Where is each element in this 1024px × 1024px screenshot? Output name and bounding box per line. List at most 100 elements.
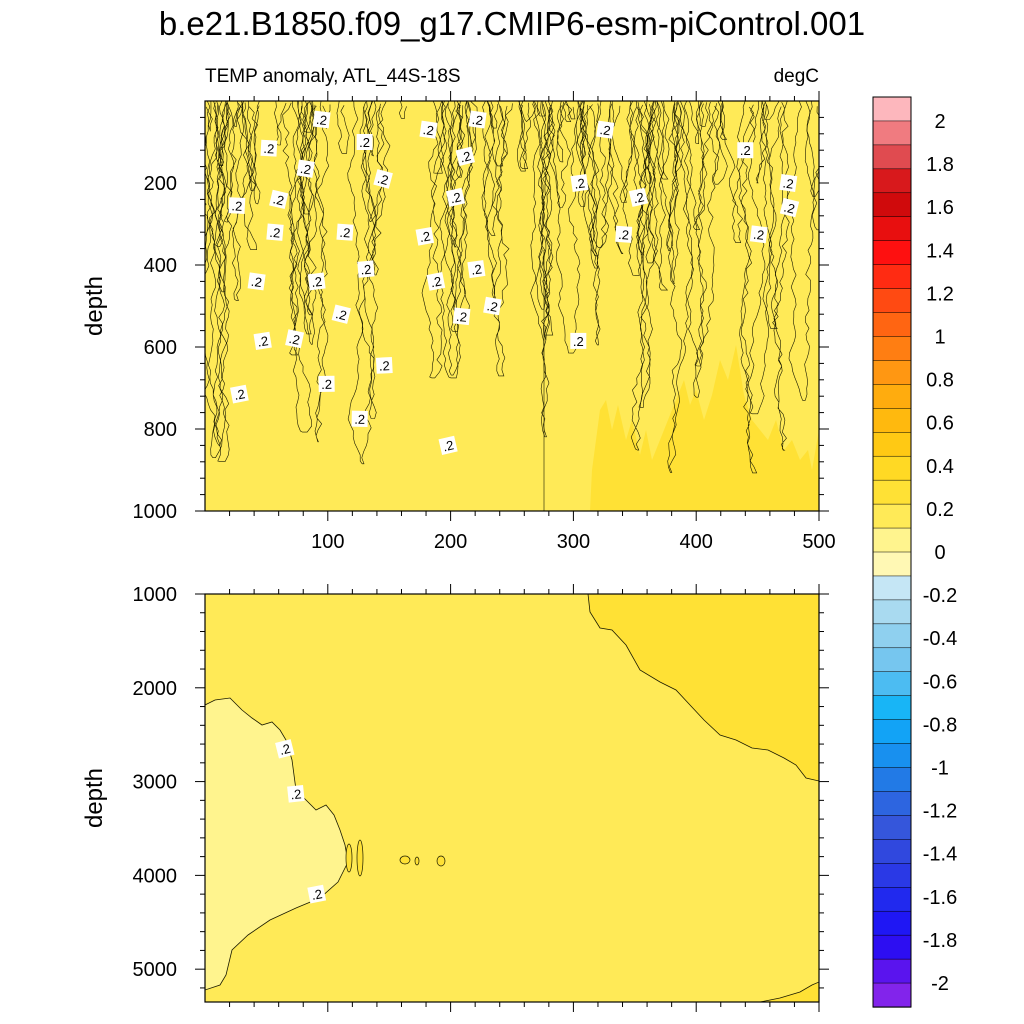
colorbar-swatch: [872, 192, 912, 218]
contour-label: .2: [318, 375, 335, 393]
contour-line: [421, 101, 447, 379]
contour-line: [804, 101, 819, 231]
contour-line: [630, 101, 656, 451]
contour-line: [282, 101, 304, 356]
contour-line: [564, 101, 576, 120]
colorbar-swatch: [872, 144, 912, 170]
colorbar-label: 1.2: [926, 283, 954, 305]
colorbar-label: 0.2: [926, 499, 954, 521]
colorbar-swatch: [872, 168, 912, 194]
label-box: [269, 189, 289, 209]
contour-line: [689, 101, 702, 144]
y-tick-label: 600: [144, 337, 177, 359]
contour-label: .2: [351, 410, 368, 427]
colorbar-swatch: [872, 647, 912, 673]
contour-line: [683, 101, 714, 367]
contour-line: [605, 101, 624, 254]
contour-line: [761, 101, 780, 120]
contour-line: [635, 101, 651, 256]
contour-label: .2: [285, 329, 305, 349]
contour-label-text: .2: [740, 143, 751, 158]
colorbar-swatch: [872, 264, 912, 290]
contour-label-text: .2: [422, 122, 435, 138]
contour-line: [363, 101, 377, 157]
label-box: [452, 307, 471, 326]
contour-label: .2: [455, 146, 475, 166]
colorbar-swatch: [872, 216, 912, 242]
label-box: [318, 375, 335, 393]
colorbar-label: 2: [934, 111, 945, 133]
contour-label-text: .2: [441, 437, 455, 454]
colorbar-swatch: [872, 910, 912, 936]
x-tick-label: 500: [802, 531, 835, 553]
contour-line: [358, 101, 377, 419]
contour-label: .2: [307, 272, 326, 291]
contour-line: [609, 101, 652, 276]
contour-line: [517, 101, 527, 172]
colorbar-label: 0.8: [926, 370, 954, 392]
contour-label-text: .2: [256, 333, 269, 350]
label-box: [228, 197, 246, 215]
bottom-axes: 1000 2000 3000 4000 5000: [133, 584, 829, 1012]
contour-line: [308, 101, 330, 443]
contour-label: .2: [312, 110, 331, 129]
contour-line: [740, 101, 766, 474]
contour-label-text: .2: [455, 309, 467, 325]
contour-line: [532, 101, 554, 340]
label-box: [749, 225, 768, 244]
contour-label-text: .2: [573, 175, 586, 191]
colorbar-swatch: [872, 671, 912, 697]
contour-line: [518, 101, 536, 122]
label-box: [596, 120, 615, 139]
label-box: [336, 223, 354, 241]
contour-label: .2: [483, 296, 502, 316]
contour-label-text: .2: [299, 161, 312, 178]
colorbar-label: 1.4: [926, 240, 954, 262]
contour-label-text: .2: [288, 331, 302, 348]
label-box: [307, 272, 326, 291]
contour-label: .2: [331, 304, 351, 324]
colorbar-swatch: [872, 336, 912, 362]
contour-line: [755, 101, 767, 184]
bottom-contour-labels: .2 .2 .2: [275, 739, 327, 904]
contour-label: .2: [445, 187, 466, 207]
contour-label: .2: [230, 384, 249, 404]
contour-label: .2: [307, 884, 327, 904]
colorbar-swatch: [872, 695, 912, 721]
colorbar-label: -0.4: [923, 628, 957, 650]
contour-label: .2: [375, 356, 393, 374]
colorbar-swatch: [872, 432, 912, 457]
colorbar-swatch: [872, 982, 912, 1008]
panel-left-title: TEMP anomaly, ATL_44S-18S: [205, 66, 461, 87]
y-tick-label: 200: [144, 173, 177, 195]
y-tick-label: 2000: [133, 678, 178, 700]
contour-line: [692, 101, 705, 230]
contour-label: .2: [468, 110, 487, 129]
contour-label-text: .2: [376, 171, 390, 188]
colorbar-swatch: [872, 719, 912, 745]
contour-line: [336, 101, 350, 154]
contour-label-text: .2: [263, 141, 275, 157]
contour-label: .2: [247, 272, 266, 291]
colorbar-swatch: [872, 863, 912, 888]
contour-label-text: .2: [418, 228, 431, 245]
contour-line: [433, 101, 446, 174]
label-box: [312, 110, 331, 129]
label-box: [615, 225, 633, 243]
colorbar-swatch: [872, 551, 912, 577]
contour-label: .2: [570, 173, 589, 193]
contour-line: [205, 101, 213, 132]
contour-line: [214, 101, 242, 293]
contour-line: [486, 101, 498, 129]
contour-label: .2: [269, 189, 289, 209]
contour-label-text: .2: [310, 274, 323, 290]
colorbar-swatch: [872, 623, 912, 649]
contour-label: .2: [438, 435, 458, 455]
colorbar-label: -0.6: [923, 671, 957, 693]
label-box: [253, 331, 272, 351]
colorbar-swatch: [872, 575, 912, 601]
contour-label-text: .2: [573, 334, 584, 349]
colorbar-label: -1.2: [923, 801, 957, 823]
contour-label: .2: [779, 173, 798, 193]
bottom-deeper-region: [587, 594, 819, 782]
